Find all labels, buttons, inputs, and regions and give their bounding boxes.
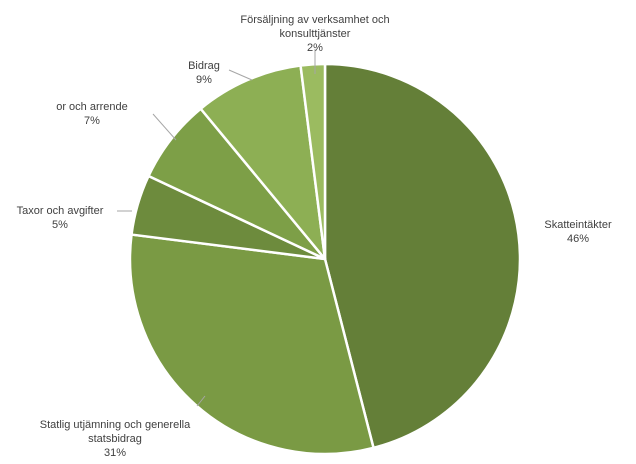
pie-slices bbox=[128, 62, 522, 456]
slice-label-line: or och arrende bbox=[56, 101, 128, 113]
slice-label: Taxor och avgifter 5% bbox=[17, 205, 104, 231]
slice-label: Bidrag 9% bbox=[188, 60, 220, 86]
slice-label: Försäljning av verksamhet och konsulttjän… bbox=[240, 14, 389, 54]
pie-slice bbox=[299, 62, 327, 261]
slice-label-line: Taxor och avgifter bbox=[17, 205, 104, 217]
slice-label-line: Försäljning av verksamhet och bbox=[240, 14, 389, 26]
pie-slice bbox=[128, 233, 375, 456]
pie-slice bbox=[323, 62, 522, 450]
slice-label: Skatteintäkter 46% bbox=[544, 219, 612, 245]
slice-label-line: statsbidrag bbox=[88, 433, 142, 445]
leader-line bbox=[152, 113, 177, 141]
pie-slice bbox=[199, 64, 327, 261]
slice-label: or och arrende 7% bbox=[56, 101, 128, 127]
slice-label-line: Statlig utjämning och generella bbox=[40, 419, 191, 431]
slice-label-line: konsulttjänster bbox=[280, 28, 351, 40]
slice-percent: 46% bbox=[567, 233, 589, 245]
slice-label: Statlig utjämning och generella statsbidr… bbox=[40, 419, 191, 459]
slice-percent: 2% bbox=[307, 42, 323, 54]
slice-label-line: Bidrag bbox=[188, 60, 220, 72]
slice-percent: 5% bbox=[52, 219, 68, 231]
slice-percent: 9% bbox=[196, 74, 212, 86]
slice-percent: 7% bbox=[84, 115, 100, 127]
leader-lines bbox=[117, 49, 316, 407]
slice-labels: Skatteintäkter 46% Statlig utjämning och g… bbox=[17, 14, 612, 459]
leader-line bbox=[196, 395, 206, 407]
slice-label-line: Skatteintäkter bbox=[544, 219, 612, 231]
slice-percent: 31% bbox=[104, 447, 126, 459]
leader-line bbox=[228, 69, 253, 81]
